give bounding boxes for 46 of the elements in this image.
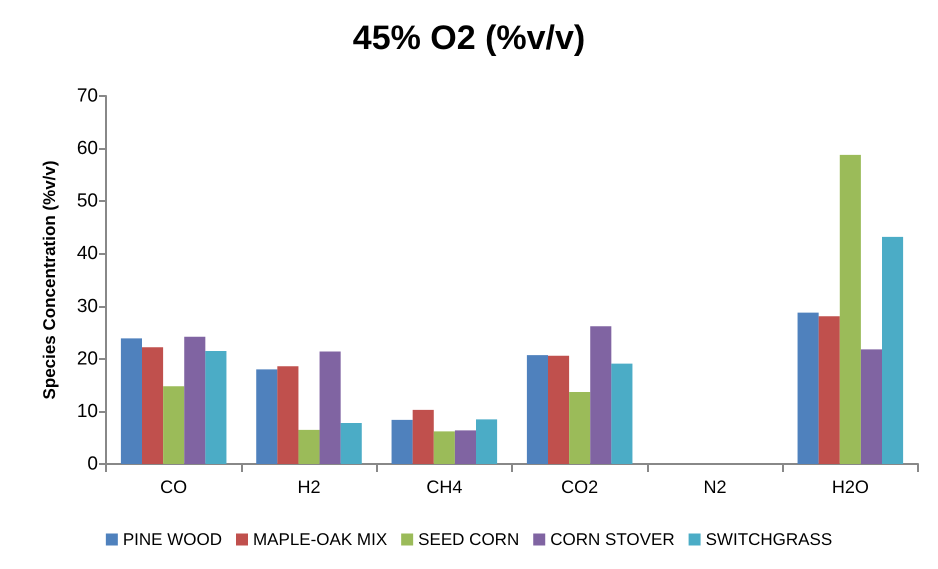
legend-label: CORN STOVER — [550, 530, 675, 549]
bar — [840, 154, 861, 464]
bar — [142, 347, 164, 464]
bar — [256, 369, 278, 464]
bar — [340, 422, 362, 464]
bar — [434, 431, 455, 464]
bar — [184, 336, 206, 464]
bar — [392, 420, 413, 464]
legend-label: SEED CORN — [418, 530, 520, 549]
bar — [205, 350, 226, 464]
x-tick-label: CO — [160, 477, 188, 497]
bar — [569, 392, 590, 464]
chart-title: 45% O2 (%v/v) — [352, 19, 586, 57]
y-tick-label: 40 — [76, 243, 98, 264]
y-tick-label: 50 — [76, 190, 98, 212]
bar — [818, 316, 840, 464]
bar — [298, 430, 320, 464]
x-tick-label: CH4 — [426, 477, 462, 497]
bar — [548, 356, 570, 464]
y-axis-title: Species Concentration (%v/v) — [40, 160, 59, 400]
y-tick-label: 70 — [76, 86, 98, 106]
bar — [120, 338, 142, 464]
y-tick-label: 60 — [76, 138, 98, 160]
bar — [611, 364, 632, 464]
bar — [526, 355, 548, 464]
bar — [412, 410, 434, 464]
bar — [798, 312, 819, 464]
bar — [163, 386, 184, 464]
legend-label: MAPLE-OAK MIX — [253, 530, 388, 549]
x-tick-label: H2O — [832, 477, 869, 497]
bar — [590, 326, 612, 464]
bar — [320, 351, 341, 464]
x-tick-label: H2 — [297, 477, 321, 497]
bar — [476, 419, 498, 464]
y-tick-label: 10 — [76, 400, 98, 422]
legend-label: PINE WOOD — [122, 530, 222, 549]
bar — [277, 366, 298, 464]
bar — [454, 430, 476, 464]
x-tick-label: N2 — [703, 477, 727, 497]
y-tick-label: 20 — [76, 348, 98, 370]
bar — [860, 349, 882, 464]
legend-label: SWITCHGRASS — [706, 530, 832, 549]
x-tick-label: CO2 — [561, 477, 598, 497]
y-tick-label: 30 — [76, 296, 98, 317]
y-tick-label: 0 — [87, 454, 98, 474]
bar — [882, 236, 904, 464]
